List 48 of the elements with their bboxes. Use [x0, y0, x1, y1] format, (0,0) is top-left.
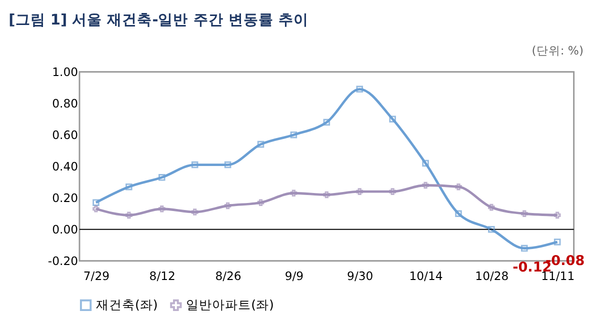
point	[356, 188, 363, 195]
point	[521, 210, 528, 217]
x-tick-label: 8/26	[215, 268, 242, 283]
point	[455, 183, 462, 190]
y-tick-label: 1.00	[52, 65, 78, 80]
point	[224, 161, 232, 168]
legend-label: 일반아파트(좌)	[186, 297, 274, 312]
point	[290, 190, 298, 197]
chart-title: [그림 1] 서울 재건축-일반 주간 변동률 추이	[8, 12, 308, 28]
x-tick-label: 10/28	[475, 268, 509, 283]
point	[224, 202, 232, 210]
point	[92, 199, 100, 206]
y-tick-label: 0.60	[52, 128, 78, 142]
y-tick-label: 0.20	[52, 191, 78, 206]
point	[290, 131, 298, 138]
point	[257, 199, 264, 206]
point	[356, 86, 363, 93]
y-tick-label: 0.40	[52, 160, 78, 174]
point	[191, 208, 198, 216]
point	[455, 210, 462, 217]
point	[323, 118, 330, 126]
point	[126, 212, 132, 219]
point	[191, 161, 198, 168]
x-tick-label: 8/12	[149, 268, 176, 283]
point	[158, 206, 166, 212]
point	[323, 191, 330, 198]
point	[389, 116, 396, 122]
point	[488, 226, 495, 233]
point	[554, 238, 561, 246]
text: (단위: %)	[532, 43, 584, 58]
point	[521, 244, 528, 252]
y-tick-label: 0.00	[52, 222, 78, 237]
x-tick-label: 9/30	[347, 268, 374, 283]
point	[389, 188, 396, 195]
point	[422, 160, 429, 167]
x-tick-label: 10/14	[409, 268, 443, 283]
legend-label: 재건축(좌)	[96, 297, 158, 312]
point	[158, 174, 166, 181]
point	[422, 182, 429, 189]
point	[92, 206, 100, 212]
y-tick-label: 0.80	[52, 96, 78, 111]
point	[126, 183, 132, 190]
x-tick-label: 9/9	[284, 268, 304, 283]
point	[554, 212, 561, 219]
point	[257, 140, 264, 148]
point	[488, 204, 495, 211]
y-tick-label: -0.20	[48, 254, 78, 268]
x-tick-label: 7/29	[83, 268, 110, 283]
